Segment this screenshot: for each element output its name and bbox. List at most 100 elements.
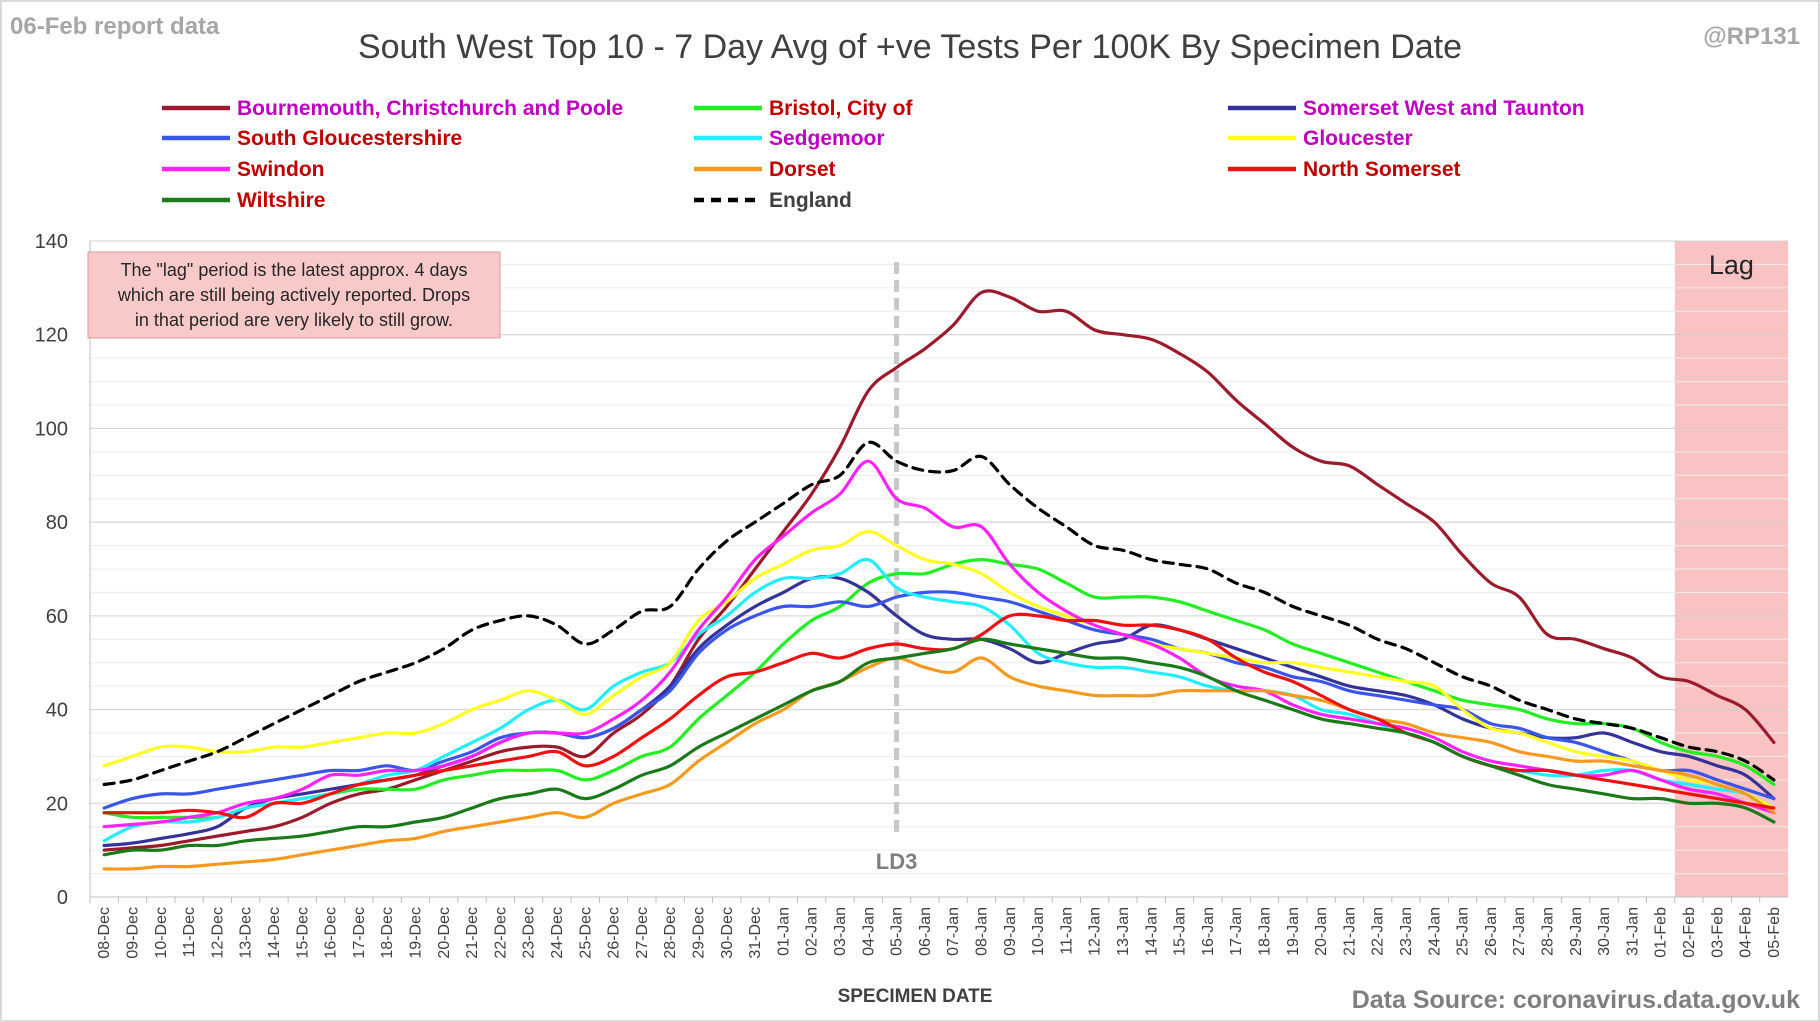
x-tick-label: 07-Jan <box>945 907 962 956</box>
x-tick-label: 15-Dec <box>294 907 311 959</box>
x-tick-label: 14-Jan <box>1143 907 1160 956</box>
legend-item-bristol-city-of: Bristol, City of <box>694 97 914 120</box>
x-tick-label: 17-Jan <box>1228 907 1245 956</box>
legend-item-north-somerset: North Somerset <box>1228 158 1461 181</box>
x-tick-label: 02-Jan <box>804 907 821 956</box>
legend-item-bournemouth-christchurch-and-poole: Bournemouth, Christchurch and Poole <box>162 97 623 120</box>
x-tick-label: 26-Dec <box>606 907 623 959</box>
x-tick-label: 27-Dec <box>634 907 651 959</box>
legend-item-sedgemoor: Sedgemoor <box>694 127 885 150</box>
x-tick-label: 22-Dec <box>492 907 509 959</box>
x-tick-label: 24-Jan <box>1426 907 1443 956</box>
x-tick-label: 09-Jan <box>1002 907 1019 956</box>
legend-item-england: England <box>694 189 852 212</box>
x-tick-label: 12-Jan <box>1087 907 1104 956</box>
x-axis: 08-Dec 09-Dec 10-Dec 11-Dec 12-Dec 13-Dec 14-D… <box>89 896 1788 959</box>
x-tick-label: 31-Dec <box>747 907 764 959</box>
series-line-swindon <box>102 459 1776 829</box>
x-tick-label: 26-Jan <box>1483 907 1500 956</box>
x-tick-label: 13-Dec <box>238 907 255 959</box>
lag-note-line-1: The "lag" period is the latest approx. 4… <box>121 260 468 280</box>
series-line-bristol-city-of <box>102 558 1776 820</box>
series-lines <box>102 289 1776 871</box>
x-tick-label: 06-Jan <box>917 907 934 956</box>
x-tick-label: 03-Jan <box>832 907 849 956</box>
x-tick-label: 28-Jan <box>1539 907 1556 956</box>
x-tick-label: 14-Dec <box>266 907 283 959</box>
x-tick-label: 31-Jan <box>1624 907 1641 956</box>
x-tick-label: 11-Dec <box>181 907 198 957</box>
x-tick-label: 09-Dec <box>124 907 141 959</box>
x-tick-label: 30-Dec <box>719 907 736 959</box>
x-tick-label: 05-Feb <box>1766 907 1783 958</box>
x-tick-label: 01-Jan <box>775 907 792 956</box>
x-tick-label: 12-Dec <box>209 907 226 959</box>
y-tick-label: 0 <box>57 887 68 909</box>
x-tick-label: 28-Dec <box>662 907 679 959</box>
legend: Bournemouth, Christchurch and Poole Brist… <box>162 97 1585 212</box>
author-handle: @RP131 <box>1703 23 1800 50</box>
x-tick-label: 19-Jan <box>1285 907 1302 956</box>
legend-item-gloucester: Gloucester <box>1228 127 1413 150</box>
x-tick-label: 13-Jan <box>1115 907 1132 956</box>
x-tick-label: 15-Jan <box>1172 907 1189 956</box>
gridlines <box>90 240 1788 898</box>
legend-label: England <box>769 189 852 212</box>
lag-note-line-2: which are still being actively reported.… <box>117 285 470 305</box>
legend-label: Sedgemoor <box>769 127 885 150</box>
lag-note-box: The "lag" period is the latest approx. 4… <box>87 251 501 339</box>
x-tick-label: 16-Dec <box>323 907 340 959</box>
x-tick-label: 29-Dec <box>690 907 707 959</box>
x-tick-label: 11-Jan <box>1058 907 1075 955</box>
legend-item-south-gloucestershire: South Gloucestershire <box>162 127 462 150</box>
series-line-south-gloucestershire <box>102 590 1776 810</box>
y-tick-label: 140 <box>35 231 68 253</box>
x-tick-label: 24-Dec <box>549 907 566 959</box>
x-tick-label: 08-Jan <box>973 907 990 956</box>
x-tick-label: 04-Jan <box>860 907 877 956</box>
x-tick-label: 10-Jan <box>1030 907 1047 956</box>
x-tick-label: 20-Dec <box>436 907 453 959</box>
ld3-label: LD3 <box>876 849 918 874</box>
x-tick-label: 25-Jan <box>1455 907 1472 956</box>
legend-label: Wiltshire <box>237 189 326 212</box>
legend-item-wiltshire: Wiltshire <box>162 189 326 212</box>
data-source: Data Source: coronavirus.data.gov.uk <box>1352 986 1800 1014</box>
x-tick-label: 21-Dec <box>464 907 481 959</box>
x-tick-label: 21-Jan <box>1341 907 1358 956</box>
legend-label: Dorset <box>769 158 836 181</box>
x-tick-label: 27-Jan <box>1511 907 1528 956</box>
series-line-dorset <box>102 656 1776 871</box>
series-line-wiltshire <box>102 637 1776 857</box>
x-tick-label: 16-Jan <box>1200 907 1217 956</box>
y-tick-label: 100 <box>35 418 68 440</box>
y-tick-label: 20 <box>46 793 68 815</box>
x-tick-label: 20-Jan <box>1313 907 1330 956</box>
legend-label: Swindon <box>237 158 325 181</box>
legend-item-somerset-west-and-taunton: Somerset West and Taunton <box>1228 97 1585 120</box>
x-tick-label: 30-Jan <box>1596 907 1613 956</box>
x-tick-label: 22-Jan <box>1370 907 1387 956</box>
x-tick-label: 01-Feb <box>1653 907 1670 958</box>
ld3-marker: LD3 <box>876 262 918 874</box>
x-tick-label: 29-Jan <box>1568 907 1585 956</box>
lag-note-line-3: in that period are very likely to still … <box>135 310 453 330</box>
x-tick-label: 25-Dec <box>577 907 594 959</box>
report-date-label: 06-Feb report data <box>10 13 220 40</box>
x-tick-label: 18-Jan <box>1256 907 1273 956</box>
x-tick-label: 03-Feb <box>1709 907 1726 958</box>
x-tick-label: 17-Dec <box>351 907 368 959</box>
x-tick-label: 10-Dec <box>153 907 170 959</box>
x-tick-label: 23-Dec <box>521 907 538 959</box>
x-tick-label: 08-Dec <box>96 907 113 959</box>
legend-label: Gloucester <box>1303 127 1413 150</box>
y-tick-label: 40 <box>46 700 68 722</box>
x-tick-label: 23-Jan <box>1398 907 1415 956</box>
y-tick-label: 80 <box>46 512 68 534</box>
y-tick-label: 120 <box>35 325 68 347</box>
y-axis: 0 20 40 60 80 100 120 140 <box>35 231 91 909</box>
series-line-england <box>102 440 1776 787</box>
legend-label: Bristol, City of <box>769 97 914 120</box>
